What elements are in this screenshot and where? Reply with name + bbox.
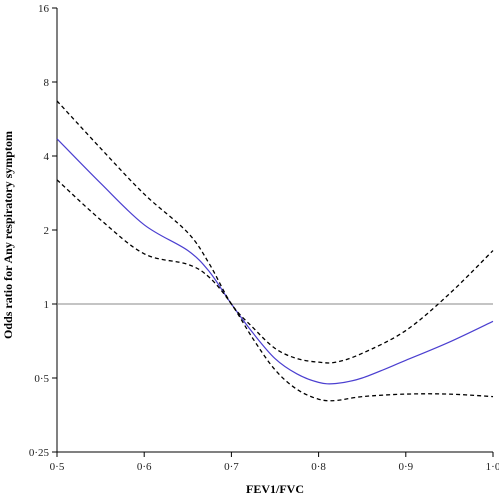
x-tick-label: 0·5 — [50, 461, 65, 473]
y-tick-label: 0·25 — [29, 447, 50, 459]
x-axis-title: FEV1/FVC — [246, 482, 304, 496]
y-tick-label: 4 — [44, 151, 50, 163]
x-tick-label: 0·9 — [398, 461, 413, 473]
y-tick-label: 16 — [38, 3, 50, 15]
x-tick-label: 0·8 — [311, 461, 326, 473]
y-tick-label: 8 — [44, 77, 50, 89]
x-tick-label: 0·7 — [224, 461, 239, 473]
x-tick-label: 1·0 — [486, 461, 499, 473]
y-tick-label: 0·5 — [34, 373, 49, 385]
y-axis-title: Odds ratio for Any respiratory symptom — [1, 131, 15, 339]
series-line-estimate — [56, 138, 494, 385]
x-tick-label: 0·6 — [137, 461, 152, 473]
y-tick-label: 1 — [44, 299, 50, 311]
series-line-lower-ci — [56, 179, 494, 402]
series-line-upper-ci — [56, 100, 494, 364]
y-tick-label: 2 — [44, 225, 50, 237]
